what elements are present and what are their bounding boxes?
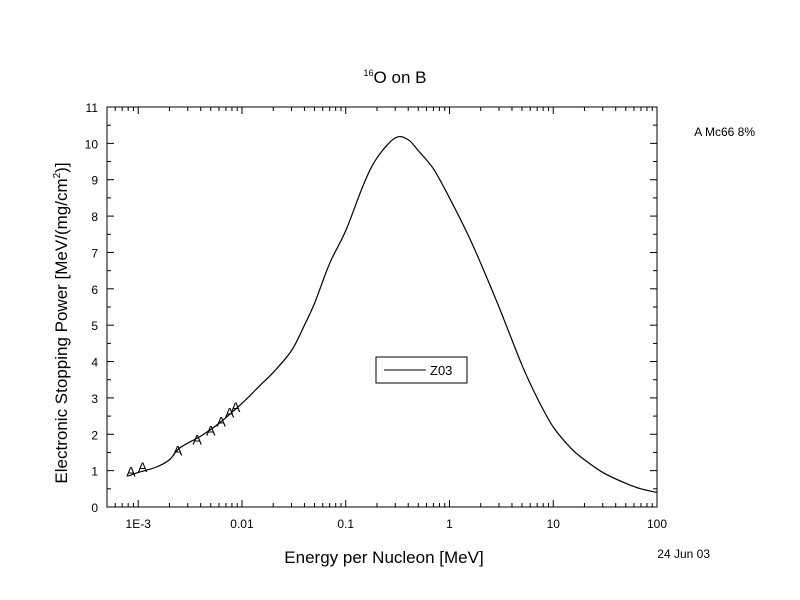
y-tick-label: 9 [91, 174, 98, 188]
y-axis-label-sup: 2 [52, 172, 63, 178]
x-tick-label: 0.1 [337, 517, 354, 531]
y-tick-label: 0 [91, 501, 98, 515]
x-tick-label: 0.01 [230, 517, 254, 531]
y-tick-label: 2 [91, 428, 98, 442]
data-point-marker-a: A [173, 443, 183, 459]
y-tick-label: 10 [85, 137, 99, 151]
chart-title-main: O on B [374, 68, 427, 87]
x-tick-label: 1E-3 [126, 517, 152, 531]
series-line-z03 [127, 135, 658, 494]
y-axis-label: Electronic Stopping Power [MeV/(mg/cm2)] [52, 162, 71, 483]
x-tick-label: 1 [446, 517, 453, 531]
chart-title-superscript: 16 [364, 68, 374, 78]
date-stamp: 24 Jun 03 [657, 547, 710, 561]
axes-layer: 0 1 2 3 4 5 6 7 8 9 10 11 1E-3 0.01 0.1 1 10 100 [85, 101, 668, 531]
data-point-marker-a: A [231, 399, 241, 415]
data-point-marker-a: A [216, 414, 226, 430]
legend-label: Z03 [430, 363, 452, 378]
data-point-marker-a: A [193, 432, 203, 448]
data-point-marker-a: A [206, 423, 216, 439]
data-point-marker-a: A [225, 404, 235, 420]
y-tick-label: 6 [91, 283, 98, 297]
y-tick-label: 3 [91, 392, 98, 406]
y-axis-label-pre: Electronic Stopping Power [MeV/(mg/cm [52, 178, 71, 483]
y-tick-label: 8 [91, 210, 98, 224]
curve-layer [127, 135, 658, 494]
legend: Z03 [375, 356, 468, 384]
y-tick-label: 1 [91, 465, 98, 479]
x-axis-label: Energy per Nucleon [MeV] [284, 548, 483, 567]
plot-frame [106, 106, 658, 508]
y-tick-label: 11 [86, 101, 99, 115]
data-point-marker-a: A [138, 459, 148, 475]
x-tick-label: 100 [647, 517, 667, 531]
x-tick-label: 10 [547, 517, 561, 531]
y-axis-label-post: )] [52, 162, 71, 172]
y-tick-label: 7 [91, 246, 98, 260]
y-tick-label: 4 [91, 356, 98, 370]
data-source-note: A Mc66 8% [694, 125, 755, 139]
y-tick-label: 5 [91, 319, 98, 333]
data-point-marker-a: A [126, 463, 136, 479]
chart-title: 16O on B [364, 68, 427, 87]
